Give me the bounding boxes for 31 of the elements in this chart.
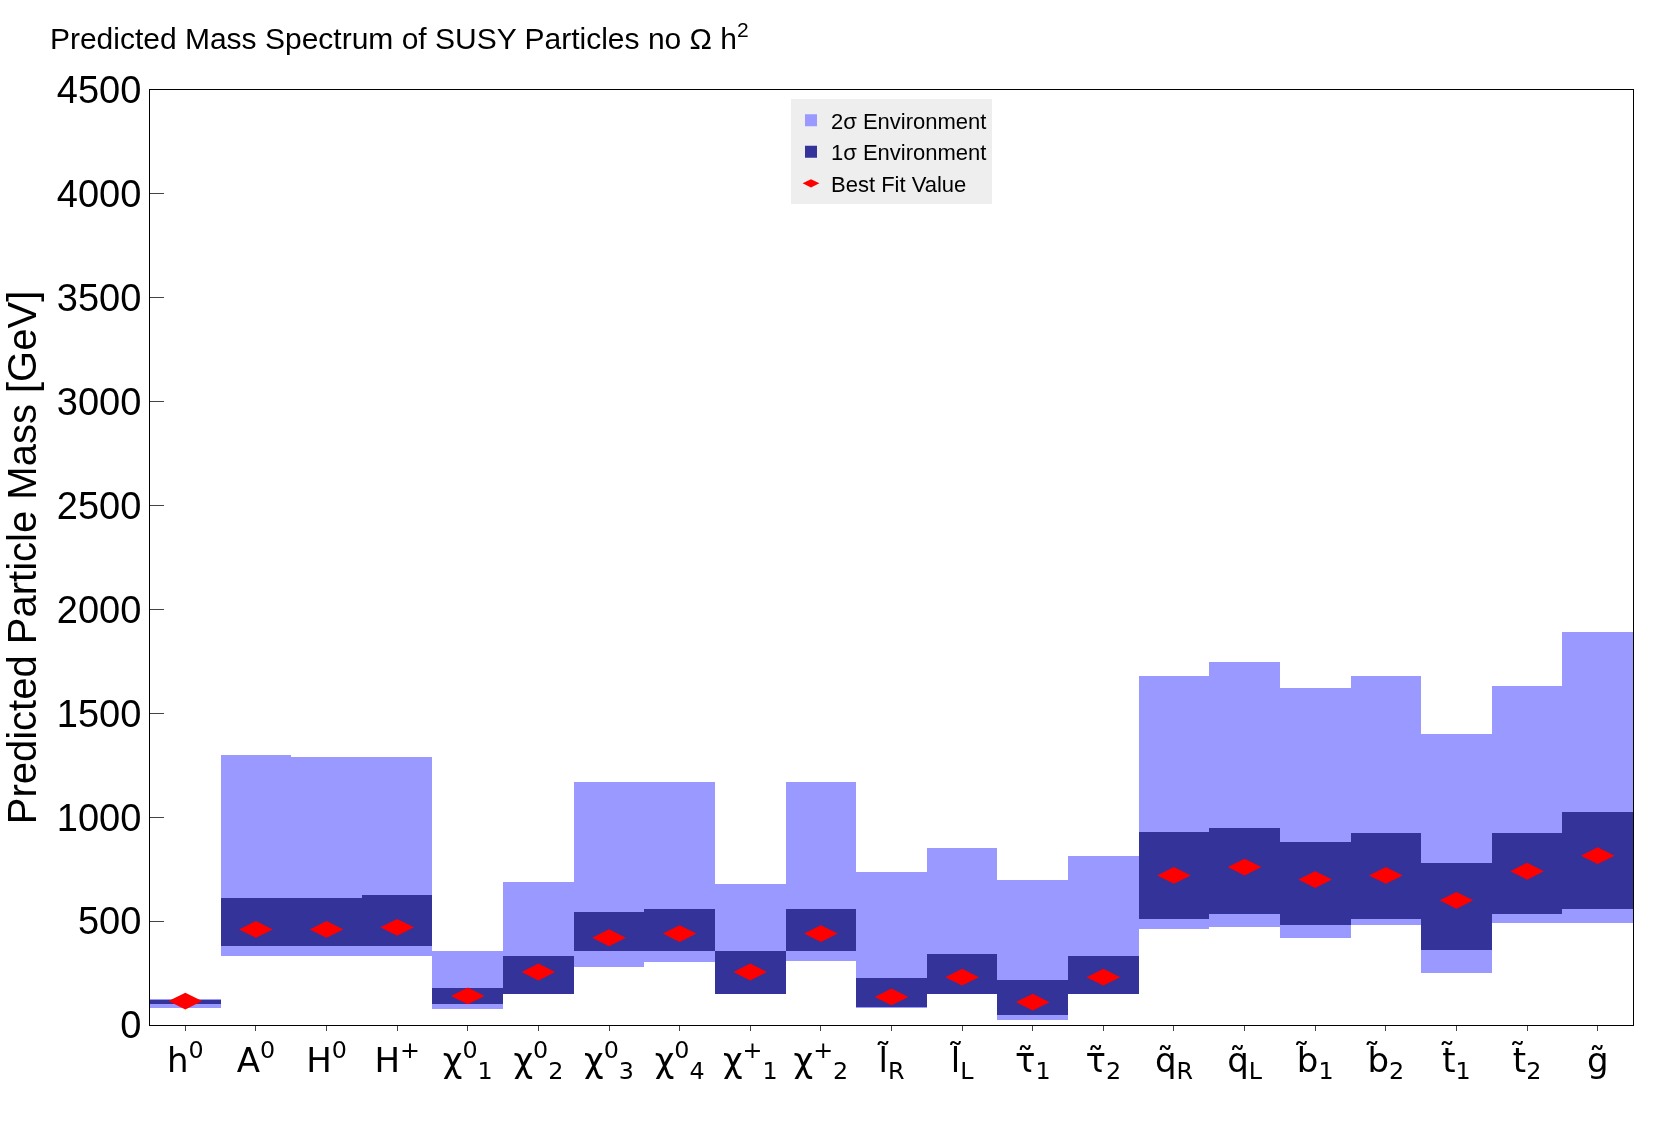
y-tick-label: 3500: [56, 277, 142, 320]
x-tick-label: A$^{0}$: [236, 1035, 276, 1080]
x-tick-label: l̃$_{L}$: [949, 1039, 975, 1085]
bar: [715, 951, 786, 994]
y-tick-label: 2500: [56, 484, 142, 527]
x-tick-label: l̃$_{R}$: [877, 1039, 905, 1085]
y-tick-label: 4000: [56, 173, 142, 216]
y-tick-label: 2000: [56, 588, 142, 631]
x-tick-label: H$^{+}$: [374, 1035, 420, 1080]
chart-title: Predicted Mass Spectrum of SUSY Particles no Ω h$^{2}$: [49, 17, 749, 56]
y-tick-label: 4500: [56, 69, 142, 112]
x-tick-label: τ̃$_{2}$: [1085, 1039, 1122, 1085]
y-tick-label: 1500: [56, 692, 142, 735]
x-tick-label: g̃: [1586, 1039, 1609, 1080]
x-tick-label: q̃$_{R}$: [1154, 1039, 1194, 1085]
x-tick-label: b̃$_{2}$: [1366, 1039, 1405, 1085]
y-axis-title: Predicted Particle Mass [GeV]: [0, 290, 44, 825]
x-tick-label: τ̃$_{1}$: [1014, 1039, 1051, 1085]
y-tick-label: 3000: [56, 380, 142, 423]
y-tick-label: 0: [120, 1004, 142, 1047]
x-tick-label: t̃$_{1}$: [1441, 1039, 1471, 1085]
legend-label: 2σ Environment: [831, 108, 987, 134]
y-tick-label: 500: [77, 900, 142, 943]
x-tick-label: t̃$_{2}$: [1512, 1039, 1542, 1085]
y-tick-label: 1000: [56, 796, 142, 839]
legend-label: Best Fit Value: [831, 171, 967, 197]
legend-label: 1σ Environment: [831, 140, 987, 166]
x-tick-label: b̃$_{1}$: [1295, 1039, 1334, 1085]
x-tick-label: h$^{0}$: [166, 1035, 204, 1080]
x-tick-label: q̃$_{L}$: [1227, 1039, 1263, 1085]
x-tick-label: H$^{0}$: [306, 1035, 347, 1080]
